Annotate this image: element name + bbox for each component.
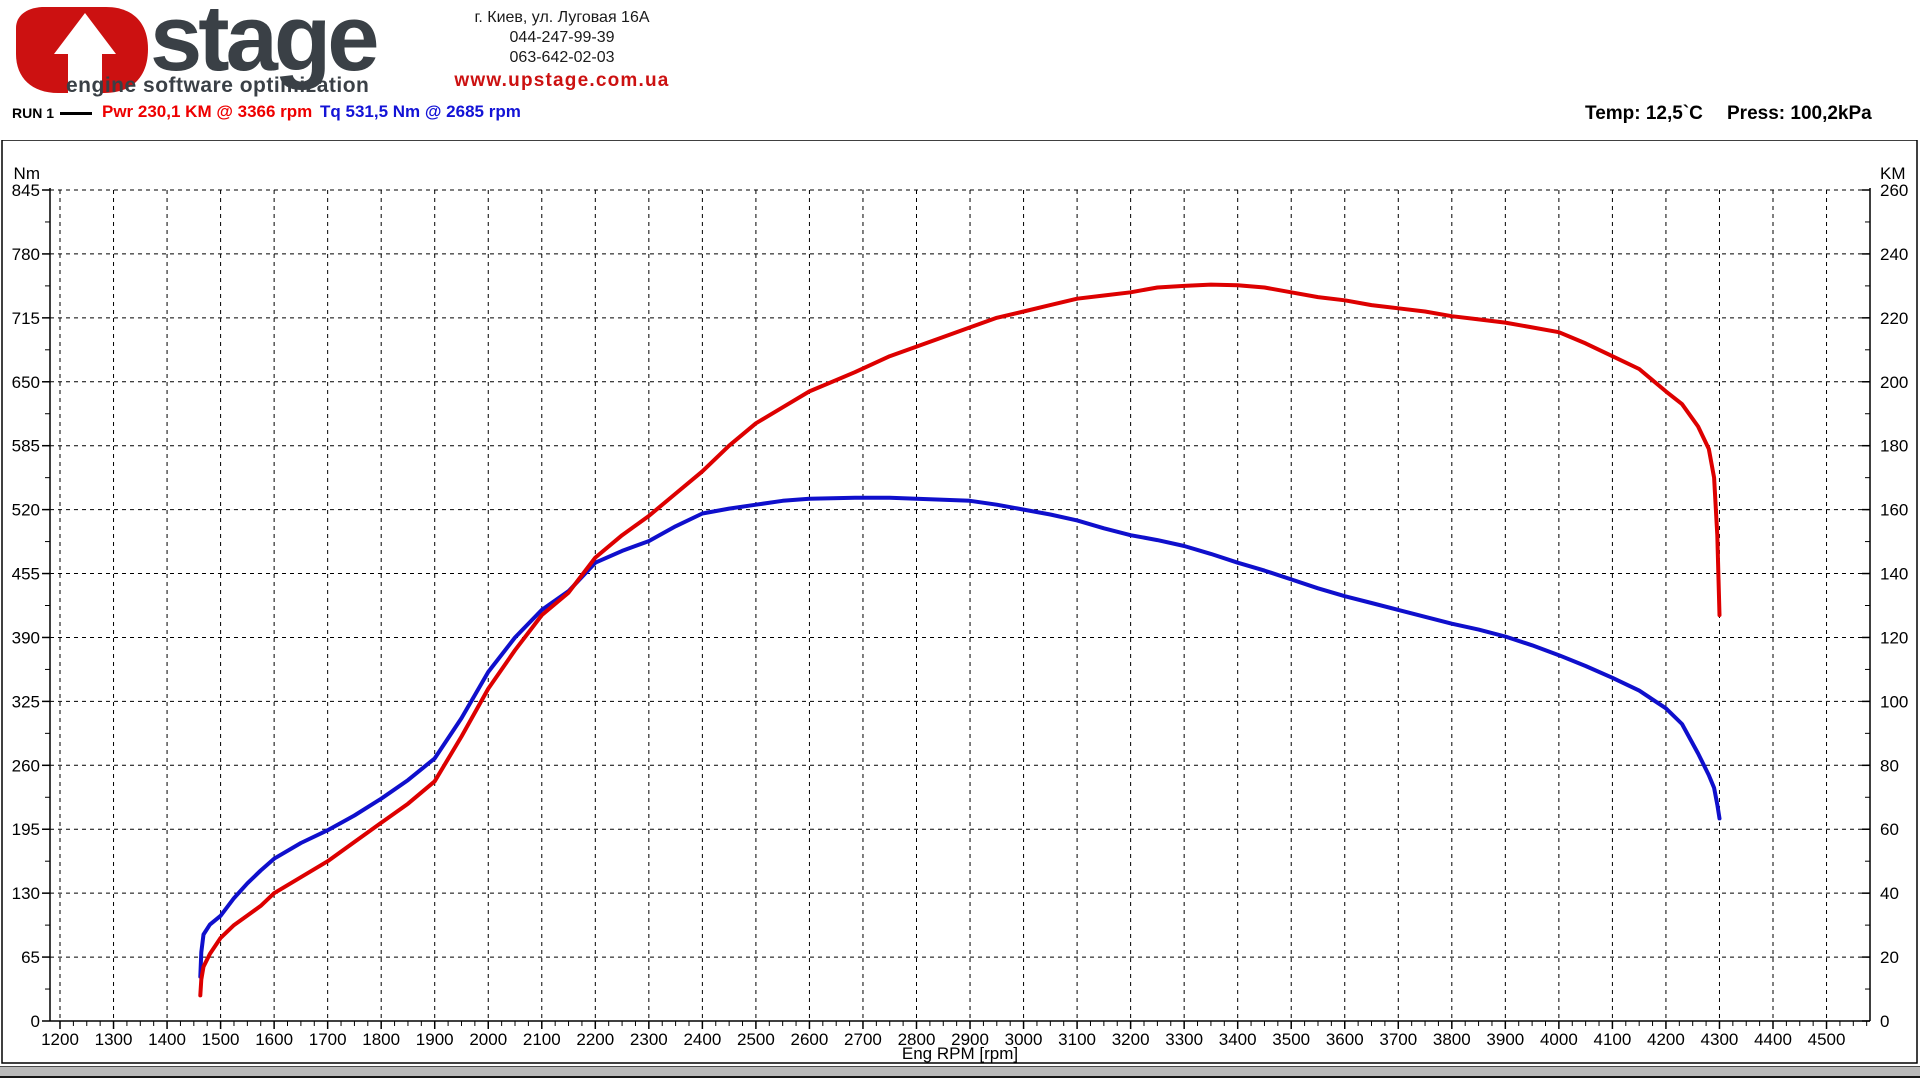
axis-label: 585 xyxy=(12,437,40,456)
axis-label: 200 xyxy=(1880,373,1908,392)
axis-label: 4500 xyxy=(1808,1030,1846,1049)
axis-label: 3300 xyxy=(1165,1030,1203,1049)
axis-label: 0 xyxy=(1880,1012,1889,1031)
axis-label: 260 xyxy=(1880,181,1908,200)
axis-label: 4400 xyxy=(1754,1030,1792,1049)
test-conditions: Temp: 12,5`C Press: 100,2kPa xyxy=(0,103,1920,127)
axis-label: 2300 xyxy=(630,1030,668,1049)
axis-label: 2100 xyxy=(523,1030,561,1049)
temperature-readout: Temp: 12,5`C xyxy=(1585,103,1703,124)
axis-label: 3200 xyxy=(1112,1030,1150,1049)
axis-label: 20 xyxy=(1880,948,1899,967)
axis-label: 40 xyxy=(1880,884,1899,903)
axis-label: 1800 xyxy=(362,1030,400,1049)
axis-label: 3800 xyxy=(1433,1030,1471,1049)
axis-label: 3600 xyxy=(1326,1030,1364,1049)
phone-number-2: 063-642-02-03 xyxy=(509,49,615,66)
axis-label: 520 xyxy=(12,501,40,520)
axis-label: 1900 xyxy=(416,1030,454,1049)
axis-label: 1600 xyxy=(255,1030,293,1049)
axis-label: 1400 xyxy=(148,1030,186,1049)
logo-tagline: engine software optimization xyxy=(66,74,370,97)
axis-label: KM xyxy=(1880,164,1906,183)
run-legend: RUN 1 Pwr 230,1 KM @ 3366 rpm Tq 531,5 N… xyxy=(0,100,900,126)
axis-label: 780 xyxy=(12,245,40,264)
logo-wordmark: stage xyxy=(150,0,380,90)
axis-label: Nm xyxy=(14,164,40,183)
axis-label: 120 xyxy=(1880,628,1908,647)
run-label: RUN 1 xyxy=(12,105,55,121)
power-curve xyxy=(198,282,1722,998)
torque-peak-readout: Tq 531,5 Nm @ 2685 rpm xyxy=(320,102,521,121)
axis-label: 2400 xyxy=(683,1030,721,1049)
axis-label: 1300 xyxy=(95,1030,133,1049)
torque-curve xyxy=(198,495,1722,979)
axis-label: 4300 xyxy=(1701,1030,1739,1049)
axis-label: 455 xyxy=(12,565,40,584)
pressure-readout: Press: 100,2kPa xyxy=(1727,103,1872,124)
axis-label: 3500 xyxy=(1272,1030,1310,1049)
chart-outer-border xyxy=(1,139,1918,1064)
axis-label: 180 xyxy=(1880,437,1908,456)
axis-label: 80 xyxy=(1880,756,1899,775)
axis-label: 60 xyxy=(1880,820,1899,839)
axis-label: 3700 xyxy=(1379,1030,1417,1049)
axis-label: 1200 xyxy=(41,1030,79,1049)
axis-label: 240 xyxy=(1880,245,1908,264)
axis-label: 2800 xyxy=(898,1030,936,1049)
axis-label: 3400 xyxy=(1219,1030,1257,1049)
address-line: г. Киев, ул. Луговая 16А xyxy=(474,9,650,26)
axis-label: 1700 xyxy=(309,1030,347,1049)
axis-label: 325 xyxy=(12,692,40,711)
axis-label: 2900 xyxy=(951,1030,989,1049)
axis-label: 845 xyxy=(12,181,40,200)
axis-label: 65 xyxy=(21,948,40,967)
phone-number-1: 044-247-99-39 xyxy=(509,29,615,46)
run-line-sample-icon xyxy=(60,112,92,115)
axis-label: 1500 xyxy=(202,1030,240,1049)
axis-label: 4100 xyxy=(1593,1030,1631,1049)
axis-label: Eng RPM [rpm] xyxy=(902,1044,1018,1063)
axis-label: 2200 xyxy=(576,1030,614,1049)
report-header: stage engine software optimization г. Ки… xyxy=(0,0,1920,140)
axis-label: 3000 xyxy=(1005,1030,1043,1049)
axis-label: 390 xyxy=(12,628,40,647)
axis-label: 260 xyxy=(12,756,40,775)
upstage-logo: stage engine software optimization xyxy=(0,0,420,100)
axis-label: 2500 xyxy=(737,1030,775,1049)
window-resize-bar xyxy=(0,1066,1920,1078)
axis-label: 3900 xyxy=(1486,1030,1524,1049)
axis-label: 220 xyxy=(1880,309,1908,328)
axis-label: 160 xyxy=(1880,501,1908,520)
axis-label: 2000 xyxy=(469,1030,507,1049)
axis-label: 715 xyxy=(12,309,40,328)
company-address-block: г. Киев, ул. Луговая 16А 044-247-99-39 0… xyxy=(437,8,687,91)
axis-label: 195 xyxy=(12,820,40,839)
website-url: www.upstage.com.ua xyxy=(454,70,670,91)
axis-label: 0 xyxy=(31,1012,40,1031)
axis-label: 130 xyxy=(12,884,40,903)
axis-label: 2700 xyxy=(844,1030,882,1049)
axis-label: 2600 xyxy=(791,1030,829,1049)
axis-label: 100 xyxy=(1880,692,1908,711)
axis-label: 650 xyxy=(12,373,40,392)
axis-label: 140 xyxy=(1880,565,1908,584)
axis-label: 3100 xyxy=(1058,1030,1096,1049)
axis-label: 4200 xyxy=(1647,1030,1685,1049)
upstage-u-arrow-icon xyxy=(16,7,148,93)
power-peak-readout: Pwr 230,1 KM @ 3366 rpm xyxy=(102,102,313,121)
axis-label: 4000 xyxy=(1540,1030,1578,1049)
